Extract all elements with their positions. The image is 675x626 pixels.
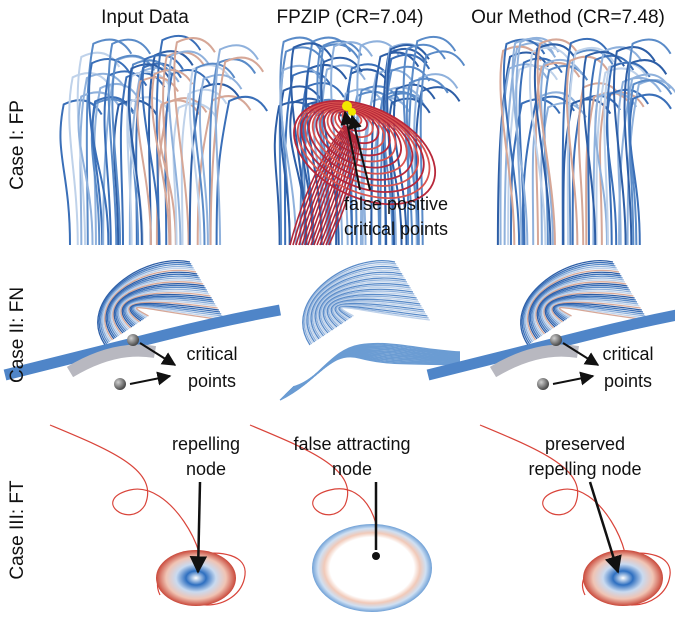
annotation: preserved bbox=[545, 434, 625, 454]
row-label: Case II: FN bbox=[7, 287, 28, 383]
streamline bbox=[200, 75, 242, 245]
critical-point bbox=[537, 378, 549, 390]
ring bbox=[312, 524, 432, 612]
streamline bbox=[198, 96, 251, 245]
column-title: FPZIP (CR=7.04) bbox=[277, 7, 424, 28]
arrow bbox=[130, 376, 170, 384]
disk bbox=[156, 550, 236, 606]
visualization bbox=[5, 36, 675, 612]
annotation: false positive bbox=[344, 194, 448, 214]
node bbox=[372, 552, 380, 560]
streamline bbox=[211, 58, 264, 245]
annotation: points bbox=[604, 371, 652, 391]
annotation: critical bbox=[602, 344, 653, 364]
annotation: node bbox=[186, 459, 226, 479]
column-title: Our Method (CR=7.48) bbox=[471, 7, 665, 28]
annotation: critical points bbox=[344, 219, 448, 239]
critical-point bbox=[348, 108, 356, 116]
arrow bbox=[553, 376, 593, 384]
page: {"columns": ["Input Data", "FPZIP (CR=7.… bbox=[0, 0, 675, 626]
annotation: critical bbox=[186, 344, 237, 364]
annotation: repelling node bbox=[528, 459, 641, 479]
critical-point bbox=[550, 334, 562, 346]
streamline bbox=[217, 97, 268, 245]
critical-point bbox=[127, 334, 139, 346]
annotation: false attracting bbox=[293, 434, 410, 454]
annotation: repelling bbox=[172, 434, 240, 454]
row-label: Case I: FP bbox=[7, 100, 28, 190]
column-title: Input Data bbox=[101, 7, 189, 28]
disk bbox=[583, 550, 663, 606]
row-label: Case III: FT bbox=[7, 480, 28, 580]
critical-point bbox=[114, 378, 126, 390]
annotation: node bbox=[332, 459, 372, 479]
annotation: points bbox=[188, 371, 236, 391]
figure: Input Data FPZIP (CR=7.04) Our Method (C… bbox=[0, 0, 675, 626]
